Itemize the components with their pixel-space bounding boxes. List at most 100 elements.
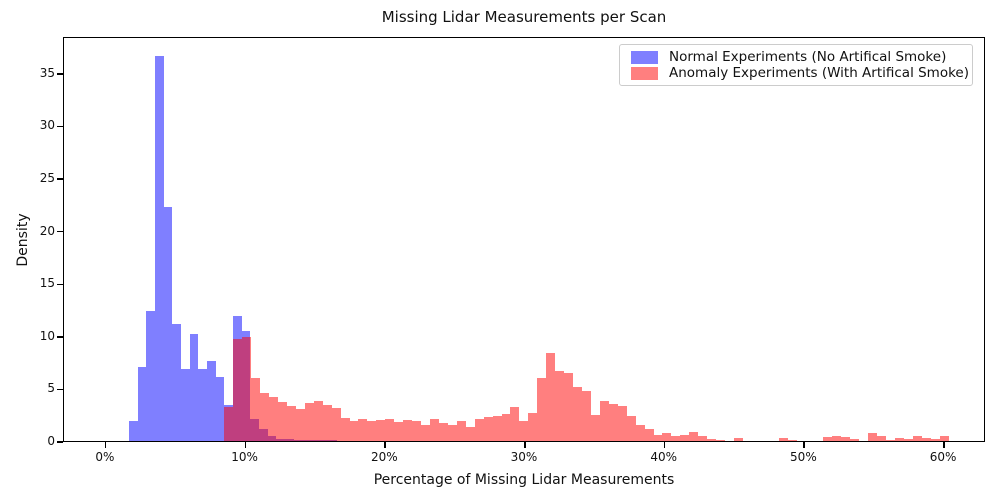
histogram-bar	[939, 436, 949, 441]
x-tick-label: 50%	[790, 450, 817, 464]
histogram-bar	[733, 438, 743, 441]
x-tick-mark	[244, 442, 247, 448]
histogram-bar	[465, 427, 475, 441]
x-tick-mark	[524, 442, 526, 448]
x-tick-mark	[384, 442, 386, 448]
histogram-bar	[331, 408, 341, 441]
legend-label: Anomaly Experiments (With Artifical Smok…	[669, 65, 969, 81]
x-tick-label: 60%	[929, 450, 957, 464]
histogram-bar	[689, 431, 699, 441]
histogram-bar	[930, 438, 940, 441]
x-tick-mark	[104, 442, 107, 448]
histogram-bar	[376, 419, 386, 441]
histogram-bar	[233, 338, 243, 441]
histogram-bar	[385, 418, 395, 441]
legend-label: Normal Experiments (No Artifical Smoke)	[669, 49, 947, 65]
histogram-bar	[155, 56, 164, 441]
histogram-bar	[635, 425, 645, 441]
histogram-bar	[313, 401, 323, 441]
histogram-bar	[707, 438, 717, 441]
histogram-bar	[251, 377, 261, 441]
histogram-bar	[304, 403, 314, 441]
y-tick-mark	[57, 230, 63, 233]
y-tick-label: 35	[39, 65, 55, 80]
x-tick-label: 0%	[95, 450, 115, 464]
histogram-bar	[885, 439, 895, 441]
histogram-bar	[698, 436, 708, 441]
histogram-bar	[189, 333, 199, 441]
histogram-bar	[555, 370, 565, 441]
y-tick-label: 0	[47, 434, 55, 448]
x-tick-label: 40%	[650, 450, 678, 464]
x-tick-label: 10%	[231, 450, 258, 464]
histogram-bar	[295, 409, 305, 441]
histogram-bar	[608, 404, 618, 441]
x-tick-mark	[663, 442, 666, 448]
histogram-bar	[912, 436, 922, 441]
y-tick-mark	[57, 73, 63, 75]
histogram-bar	[340, 417, 350, 441]
legend-item-normal: Normal Experiments (No Artifical Smoke)	[631, 49, 964, 65]
histogram-bar	[137, 367, 147, 441]
histogram-bar	[564, 372, 574, 441]
histogram-bar	[322, 405, 332, 441]
histogram-bar	[510, 407, 520, 441]
histogram-bar	[671, 435, 681, 441]
histogram-bar	[358, 418, 368, 441]
legend: Normal Experiments (No Artifical Smoke) …	[619, 44, 973, 86]
histogram-bar	[599, 401, 609, 441]
y-tick-label: 5	[47, 381, 55, 396]
histogram-bar	[537, 377, 547, 441]
histogram-bar	[224, 407, 234, 441]
histogram-bar	[456, 421, 466, 441]
histogram-bar	[492, 415, 502, 441]
x-tick-label: 30%	[510, 450, 538, 464]
histogram-bar	[921, 438, 931, 441]
histogram-bar	[590, 414, 600, 441]
histogram-bar	[207, 361, 216, 441]
histogram-bar	[832, 436, 842, 441]
histogram-bar	[146, 310, 156, 441]
chart-title: Missing Lidar Measurements per Scan	[381, 8, 667, 26]
y-tick-mark	[57, 178, 63, 180]
histogram-bar	[172, 324, 182, 441]
y-tick-mark	[57, 336, 63, 338]
histogram-bar	[430, 418, 439, 441]
histogram-bar	[582, 390, 591, 441]
histogram-bar	[394, 422, 404, 441]
series-anomaly	[64, 38, 984, 441]
histogram-bar	[868, 433, 878, 441]
histogram-bar	[850, 439, 860, 441]
y-tick-label: 10	[39, 328, 55, 343]
histogram-bar	[501, 413, 511, 441]
histogram-bar	[653, 434, 663, 441]
histogram-bar	[528, 412, 538, 441]
histogram-bar	[546, 352, 556, 441]
y-tick-mark	[57, 441, 63, 443]
x-tick-label: 20%	[370, 450, 398, 464]
y-tick-mark	[57, 388, 63, 391]
histogram-bar	[198, 369, 208, 441]
histogram-bar	[626, 415, 636, 441]
x-tick-mark	[803, 442, 805, 448]
y-tick-mark	[57, 283, 63, 285]
histogram-bar	[483, 416, 493, 441]
histogram-bar	[877, 435, 886, 441]
histogram-bar	[680, 434, 690, 441]
histogram-bar	[269, 396, 279, 441]
histogram-bar	[519, 421, 529, 441]
histogram-bar	[573, 387, 582, 441]
histogram-bar	[644, 429, 654, 441]
histogram-bar	[787, 439, 797, 441]
histogram-bar	[278, 402, 287, 441]
histogram-bar	[617, 406, 627, 441]
histogram-bar	[778, 438, 788, 441]
histogram-bar	[412, 421, 422, 441]
histogram-bar	[438, 423, 448, 441]
histogram-bar	[242, 336, 252, 441]
histogram-bar	[129, 421, 138, 441]
histogram-bar	[163, 207, 173, 441]
histogram-bar	[367, 421, 377, 441]
y-tick-mark	[57, 125, 63, 128]
